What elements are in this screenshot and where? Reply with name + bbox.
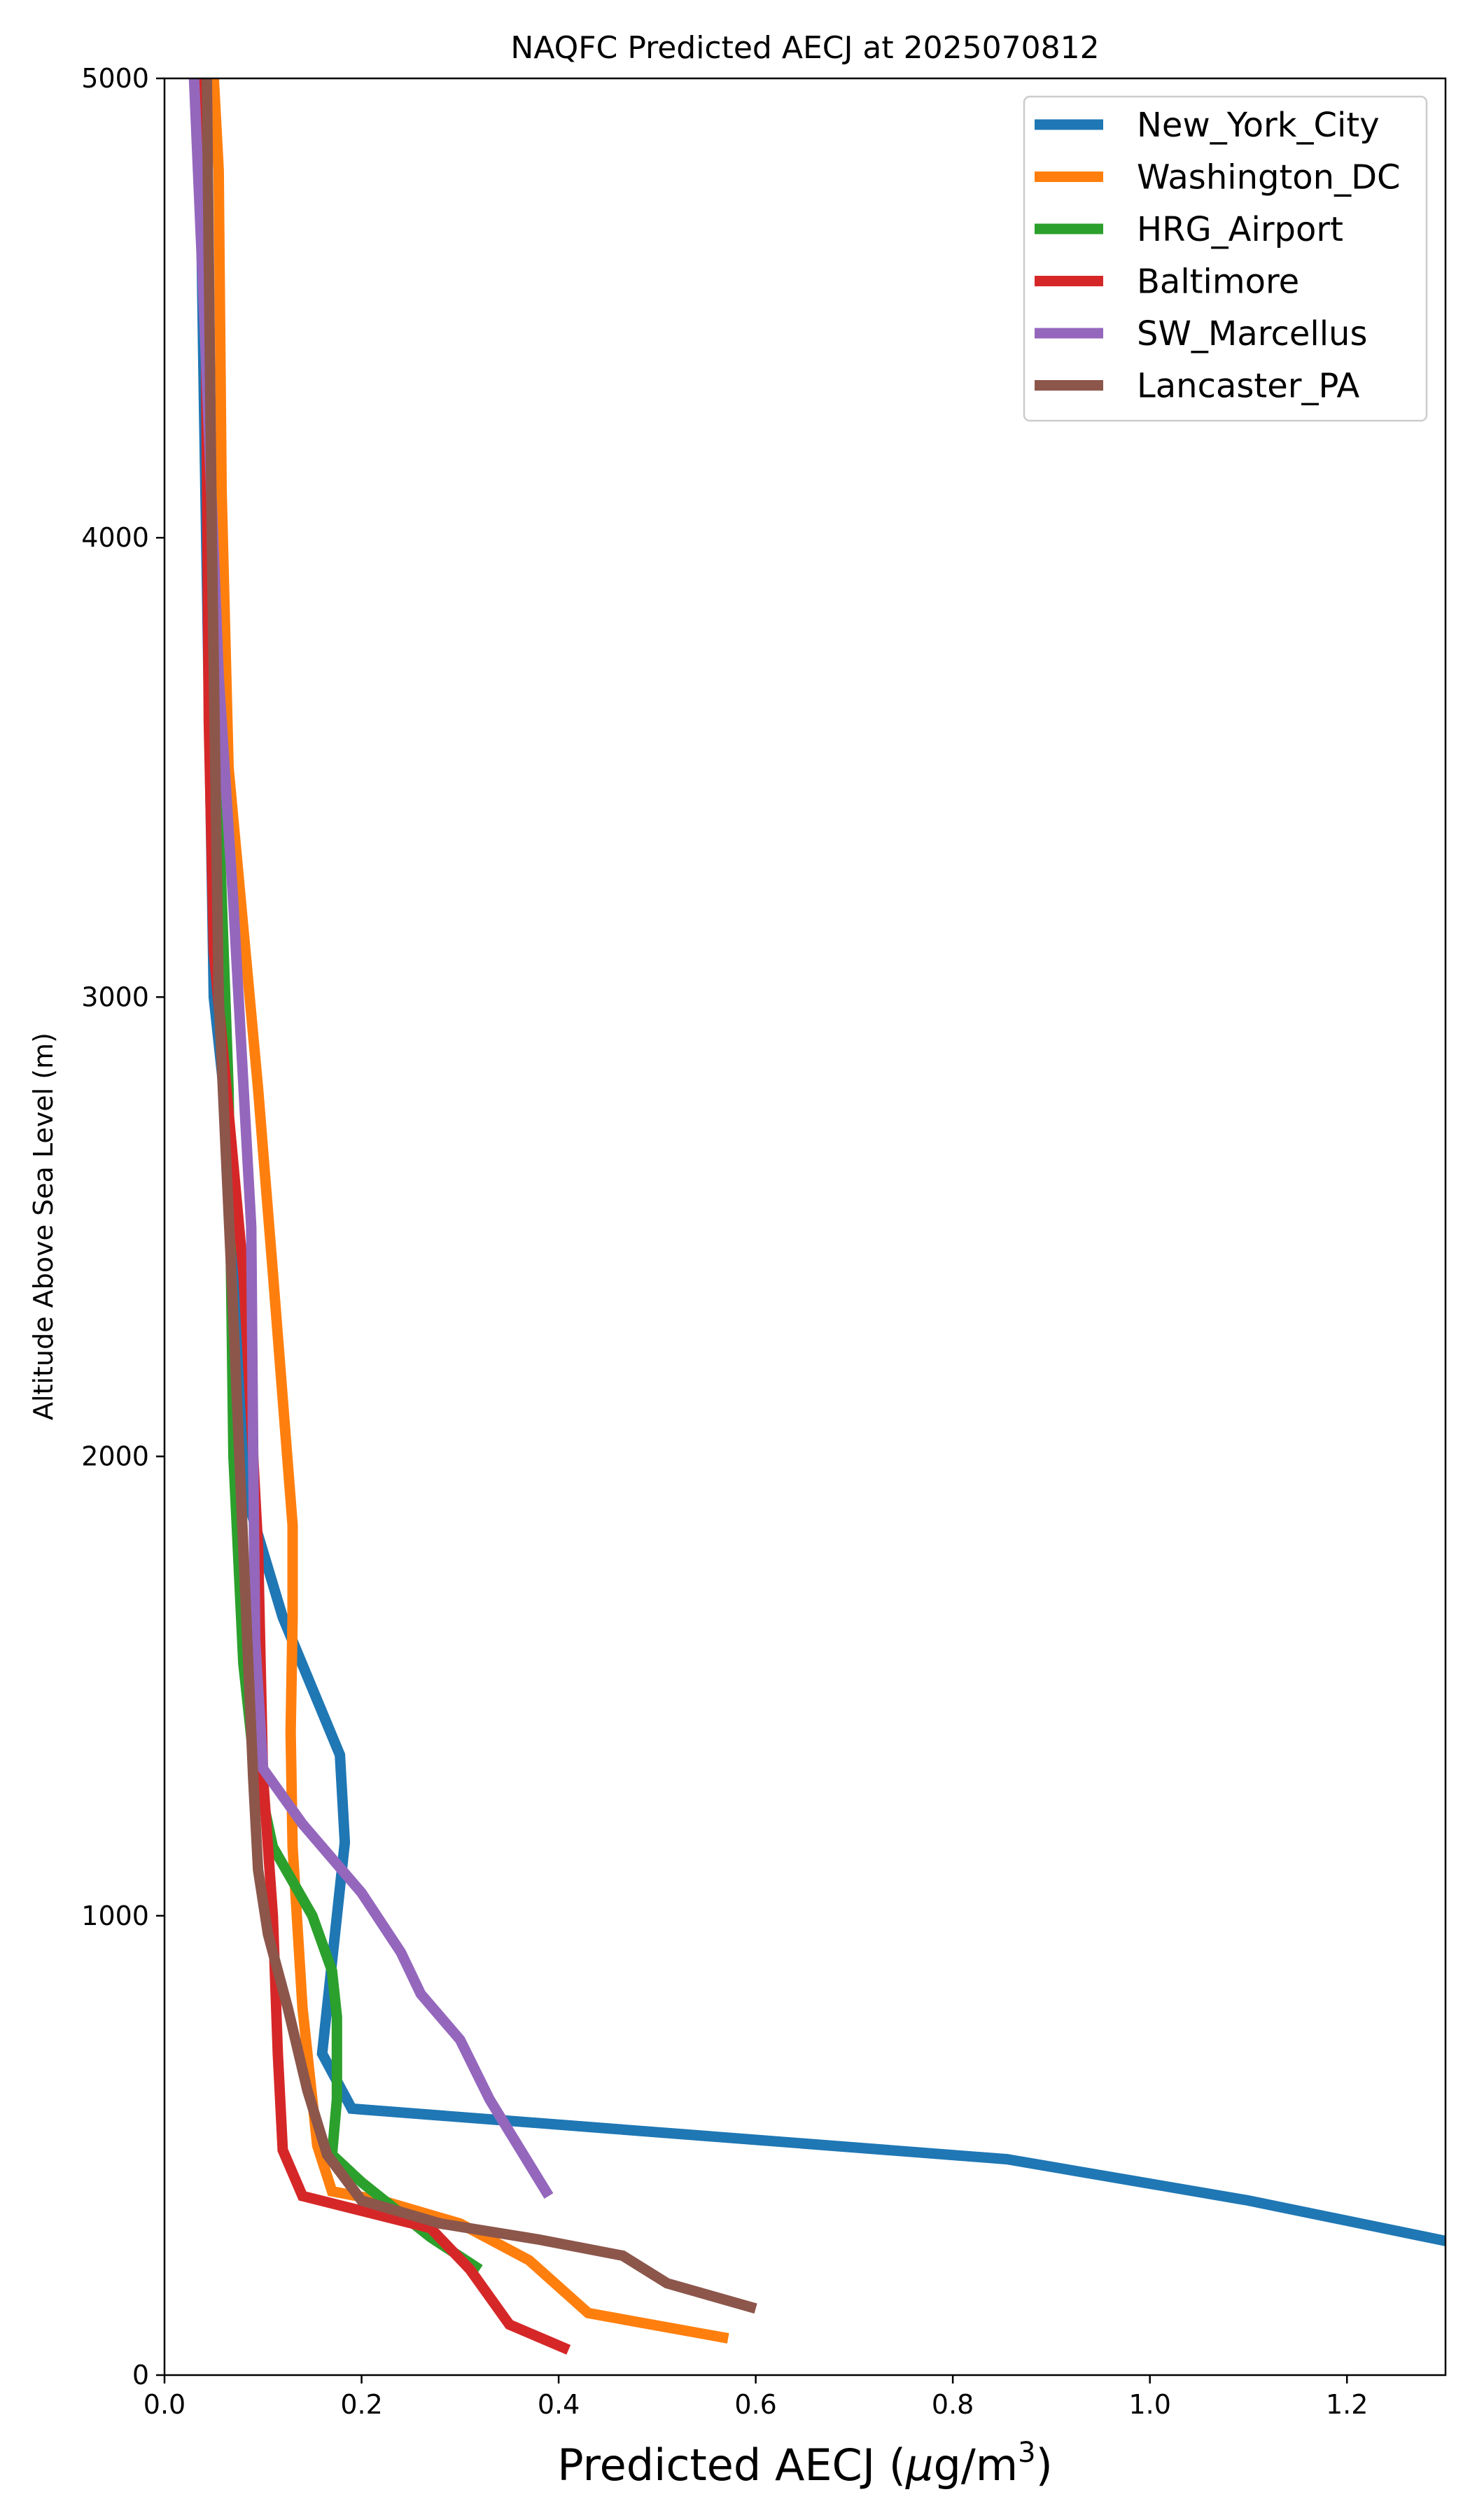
legend-label: HRG_Airport bbox=[1137, 210, 1343, 249]
x-axis-label-superscript: 3 bbox=[1018, 2437, 1035, 2469]
x-tick-label: 0.4 bbox=[538, 2389, 580, 2420]
x-tick-label: 0.0 bbox=[144, 2389, 186, 2420]
y-axis-ticks: 0 1000 2000 3000 4000 5000 bbox=[81, 63, 164, 2390]
y-tick-label: 0 bbox=[132, 2360, 149, 2390]
legend-label: Lancaster_PA bbox=[1137, 367, 1359, 406]
x-tick-label: 1.0 bbox=[1128, 2389, 1170, 2420]
y-tick-label: 5000 bbox=[81, 63, 149, 94]
y-axis-label: Altitude Above Sea Level (m) bbox=[28, 1032, 59, 1420]
x-axis-ticks: 0.0 0.2 0.4 0.6 0.8 1.0 1.2 bbox=[144, 2375, 1368, 2420]
x-axis-label-close: ) bbox=[1036, 2440, 1053, 2491]
y-tick-label: 1000 bbox=[81, 1900, 149, 1931]
legend-label: New_York_City bbox=[1137, 106, 1380, 145]
legend-box bbox=[1023, 95, 1428, 422]
x-tick-label: 0.2 bbox=[340, 2389, 382, 2420]
x-axis-label-main: Predicted AECJ ( bbox=[557, 2440, 906, 2491]
legend-label: Baltimore bbox=[1137, 262, 1299, 302]
series-line-lancaster-pa bbox=[202, 78, 757, 2314]
legend: New_York_City Washington_DC HRG_Airport Bal… bbox=[1023, 95, 1428, 422]
x-tick-label: 1.2 bbox=[1326, 2389, 1368, 2420]
x-tick-label: 0.6 bbox=[734, 2389, 776, 2420]
chart-title: NAQFC Predicted AECJ at 2025070812 bbox=[510, 30, 1099, 66]
x-tick-label: 0.8 bbox=[932, 2389, 974, 2420]
y-tick-label: 4000 bbox=[81, 522, 149, 553]
legend-items: New_York_City Washington_DC HRG_Airport Bal… bbox=[1035, 106, 1401, 406]
series-line-hrg-airport bbox=[198, 78, 483, 2274]
y-tick-label: 2000 bbox=[81, 1441, 149, 1472]
plot-frame bbox=[163, 77, 1447, 2376]
legend-label: Washington_DC bbox=[1137, 158, 1401, 197]
legend-label: SW_Marcellus bbox=[1137, 314, 1367, 354]
x-axis-label-mu: μ bbox=[905, 2440, 933, 2491]
y-tick-label: 3000 bbox=[81, 981, 149, 1012]
x-axis-label: Predicted AECJ (μg/m3) bbox=[557, 2437, 1053, 2491]
series-line-sw-marcellus bbox=[188, 78, 554, 2199]
x-axis-label-unit: g/m bbox=[933, 2440, 1018, 2491]
series-layer bbox=[188, 78, 1446, 2355]
